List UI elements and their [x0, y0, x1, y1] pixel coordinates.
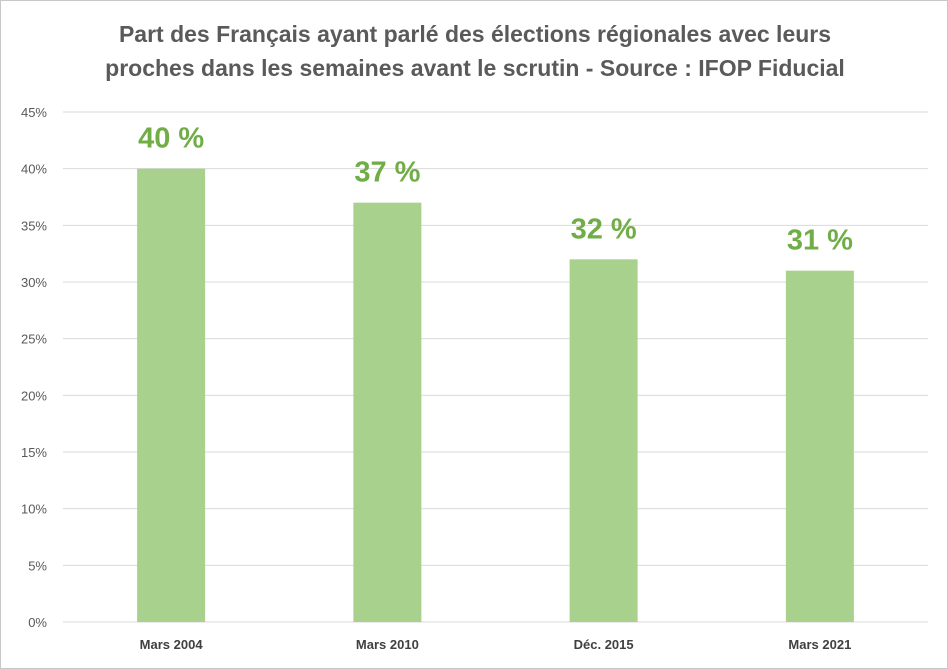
x-tick-label: Déc. 2015: [574, 637, 634, 652]
data-label: 37 %: [354, 157, 420, 189]
y-tick-label: 35%: [21, 218, 47, 233]
y-tick-label: 5%: [28, 558, 47, 573]
y-tick-label: 40%: [21, 162, 47, 177]
y-tick-label: 0%: [28, 615, 47, 630]
y-tick-label: 30%: [21, 275, 47, 290]
bar: [569, 259, 638, 622]
bar: [353, 202, 422, 622]
bar: [785, 270, 854, 622]
y-tick-label: 20%: [21, 388, 47, 403]
y-tick-label: 15%: [21, 445, 47, 460]
y-tick-label: 25%: [21, 332, 47, 347]
y-tick-label: 45%: [21, 105, 47, 120]
chart-title-line-2: proches dans les semaines avant le scrut…: [105, 55, 845, 81]
data-label: 40 %: [138, 123, 204, 155]
y-tick-label: 10%: [21, 502, 47, 517]
chart-title: Part des Français ayant parlé des électi…: [41, 17, 909, 85]
bar: [137, 168, 206, 622]
chart-title-line-1: Part des Français ayant parlé des électi…: [118, 21, 832, 47]
x-tick-label: Mars 2010: [356, 637, 419, 652]
data-label: 32 %: [571, 213, 637, 245]
x-tick-label: Mars 2004: [140, 637, 204, 652]
data-label: 31 %: [787, 225, 853, 257]
x-tick-label: Mars 2021: [788, 637, 851, 652]
